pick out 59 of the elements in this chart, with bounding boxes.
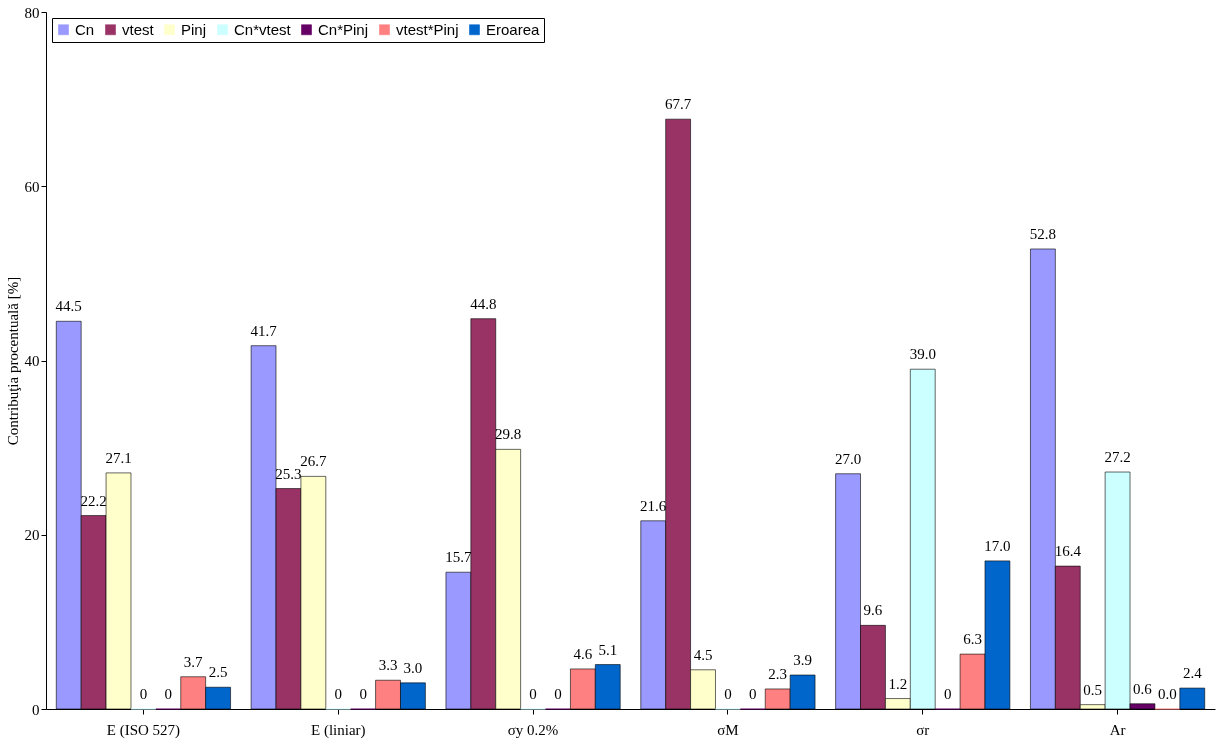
data-label: 27.0 <box>834 450 862 467</box>
data-label: 3.9 <box>793 652 812 669</box>
data-label: 0.0 <box>1158 686 1177 702</box>
data-label: 1.2 <box>888 675 908 692</box>
data-label: 44.5 <box>55 298 82 315</box>
x-tick-label: σr <box>916 721 930 738</box>
data-label: 52.8 <box>1029 225 1057 242</box>
x-tick-label: σM <box>717 721 739 738</box>
data-label: 25.3 <box>275 465 302 482</box>
data-label: 6.3 <box>963 631 982 648</box>
data-label: 0 <box>139 686 148 702</box>
data-label: 0 <box>554 686 562 702</box>
data-label: 2.5 <box>208 664 228 681</box>
data-label: 3.3 <box>378 657 398 674</box>
legend-label: Cn*Pinj <box>318 20 369 38</box>
legend-label: Cn*vtest <box>234 20 292 38</box>
data-label: 0 <box>359 686 367 702</box>
data-label: 15.7 <box>445 549 473 566</box>
data-label: 44.8 <box>470 295 497 312</box>
data-label: 2.3 <box>768 665 788 682</box>
legend-label: Cn <box>75 20 95 38</box>
data-label: 27.2 <box>1104 449 1131 466</box>
y-tick-label: 80 <box>24 4 40 21</box>
data-label: 17.0 <box>984 537 1011 554</box>
x-tick-label: E (ISO 527) <box>106 721 181 739</box>
y-tick-label: 20 <box>24 527 40 544</box>
data-label: 0 <box>334 686 342 702</box>
data-label: 4.6 <box>573 645 593 662</box>
x-tick-label: E (liniar) <box>310 721 366 739</box>
data-label: 39.0 <box>909 346 936 363</box>
x-tick-label: Ar <box>1109 721 1126 738</box>
legend-label: Eroarea <box>486 20 541 38</box>
data-label: 0.5 <box>1083 681 1103 698</box>
data-label: 3.0 <box>403 659 423 676</box>
data-label: 4.5 <box>693 646 713 663</box>
y-tick-label: 60 <box>24 178 40 195</box>
data-label: 0.6 <box>1133 680 1153 697</box>
legend-label: Pinj <box>181 20 207 38</box>
data-label: 3.7 <box>183 653 204 670</box>
data-label: 5.1 <box>598 641 618 658</box>
x-tick-label: σy 0.2% <box>507 721 559 738</box>
data-label: 27.1 <box>105 449 132 466</box>
data-label: 2.4 <box>1182 665 1203 682</box>
data-label: 67.7 <box>665 96 692 113</box>
y-axis-title: Contribuţia procentuală [%] <box>4 276 21 446</box>
y-tick-label: 40 <box>24 353 40 369</box>
data-label: 0 <box>724 686 732 702</box>
data-label: 16.4 <box>1054 543 1082 560</box>
legend-label: vtest <box>122 20 155 38</box>
y-tick-label: 0 <box>32 701 40 718</box>
data-label: 9.6 <box>863 602 883 619</box>
data-label: 26.7 <box>300 453 327 470</box>
data-label: 22.2 <box>80 492 107 509</box>
data-label: 0 <box>749 686 757 702</box>
data-label: 0 <box>943 686 952 702</box>
legend-label: vtest*Pinj <box>396 20 459 38</box>
data-label: 0 <box>164 686 173 702</box>
data-label: 41.7 <box>250 322 278 339</box>
data-label: 0 <box>529 686 537 702</box>
